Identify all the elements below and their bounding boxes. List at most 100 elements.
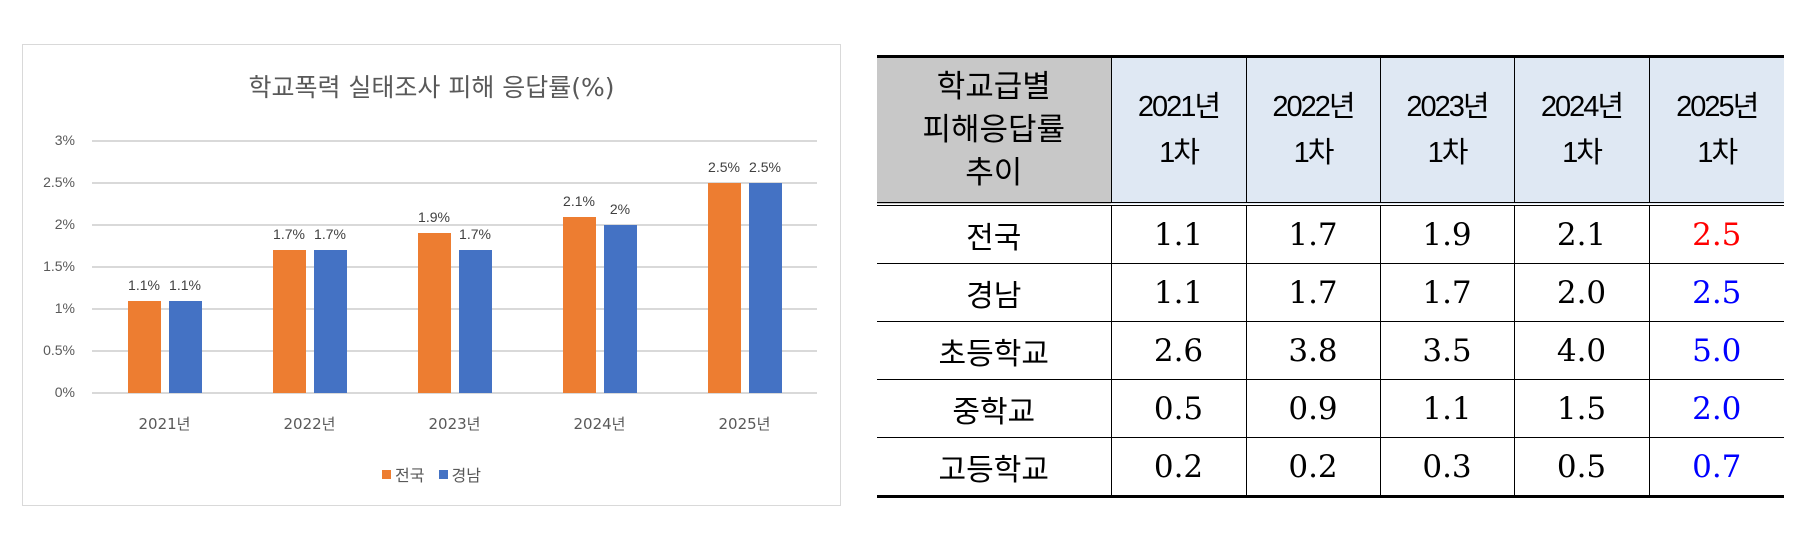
legend-label: 전국 xyxy=(395,466,425,485)
table-cell: 0.3 xyxy=(1379,437,1515,498)
bar-nationwide xyxy=(272,250,306,393)
table-cell-highlight: 5.0 xyxy=(1648,321,1784,380)
y-axis-tick-label: 1% xyxy=(54,300,75,316)
x-axis-tick-label: 2024년 xyxy=(573,415,626,433)
table-cell-highlight: 2.5 xyxy=(1648,204,1784,264)
row-label: 전국 xyxy=(877,204,1112,264)
header-year: 2023년 xyxy=(1406,91,1489,123)
table-cell: 1.7 xyxy=(1379,263,1515,322)
table-cell: 2.6 xyxy=(1110,321,1247,380)
header-round: 1차 xyxy=(1562,137,1603,169)
header-year: 2021년 xyxy=(1137,91,1221,123)
table-cell: 0.5 xyxy=(1110,379,1247,438)
data-label: 1.9% xyxy=(418,209,450,226)
table-header-row: 학교급별 피해응답률 추이 2021년 1차 2022년 1차 2023년 1차 20… xyxy=(877,56,1784,206)
header-year: 2022년 xyxy=(1272,91,1355,123)
bar-gyeongnam xyxy=(458,250,492,393)
table-cell-highlight: 2.5 xyxy=(1648,263,1784,322)
gridline xyxy=(92,182,817,184)
legend-item-nationwide: 전국 xyxy=(382,462,425,486)
gridline xyxy=(92,350,817,352)
y-axis-tick-label: 2.5% xyxy=(43,174,75,190)
gridline xyxy=(92,224,817,226)
corner-header-line: 피해응답률 xyxy=(922,111,1066,148)
y-axis-tick-label: 3% xyxy=(54,132,75,148)
data-label: 1.7% xyxy=(314,226,346,243)
column-header-2023: 2023년 1차 xyxy=(1379,56,1515,206)
data-label: 1.7% xyxy=(273,226,305,243)
bar-gyeongnam xyxy=(168,300,202,393)
x-axis-tick-label: 2023년 xyxy=(428,415,481,433)
table-cell: 0.5 xyxy=(1513,437,1650,498)
row-label: 중학교 xyxy=(877,379,1112,438)
table-row: 초등학교 2.6 3.8 3.5 4.0 5.0 xyxy=(877,321,1784,380)
bar-nationwide xyxy=(417,233,451,393)
table-cell: 0.2 xyxy=(1110,437,1247,498)
bar-nationwide xyxy=(127,300,161,393)
bar-nationwide xyxy=(707,183,741,393)
bar-gyeongnam xyxy=(603,225,637,393)
table-cell: 1.7 xyxy=(1245,263,1381,322)
column-header-2025: 2025년 1차 xyxy=(1648,56,1784,206)
x-axis-tick-label: 2021년 xyxy=(138,415,191,433)
gridline xyxy=(92,308,817,310)
y-axis-tick-label: 1.5% xyxy=(43,258,75,274)
table-cell: 1.1 xyxy=(1379,379,1515,438)
table-row: 전국 1.1 1.7 1.9 2.1 2.5 xyxy=(877,204,1784,264)
corner-header-line: 추이 xyxy=(965,154,1023,191)
header-year: 2024년 xyxy=(1540,91,1624,123)
table-cell: 3.5 xyxy=(1379,321,1515,380)
legend-label: 경남 xyxy=(451,466,481,485)
table-cell: 4.0 xyxy=(1513,321,1650,380)
header-round: 1차 xyxy=(1697,137,1738,169)
table-cell-highlight: 0.7 xyxy=(1648,437,1784,498)
bar-gyeongnam xyxy=(748,183,782,393)
header-round: 1차 xyxy=(1293,137,1335,169)
data-label: 1.1% xyxy=(128,276,160,293)
table-cell: 2.1 xyxy=(1513,204,1650,264)
table-cell: 1.5 xyxy=(1513,379,1650,438)
column-header-2024: 2024년 1차 xyxy=(1513,56,1650,206)
corner-header: 학교급별 피해응답률 추이 xyxy=(877,56,1112,206)
header-round: 1차 xyxy=(1427,137,1469,169)
victim-rate-table: 학교급별 피해응답률 추이 2021년 1차 2022년 1차 2023년 1차 20… xyxy=(877,55,1784,498)
gridline xyxy=(92,266,817,268)
header-round: 1차 xyxy=(1159,137,1200,169)
column-header-2022: 2022년 1차 xyxy=(1245,56,1381,206)
table-cell: 0.9 xyxy=(1245,379,1381,438)
table-row: 고등학교 0.2 0.2 0.3 0.5 0.7 xyxy=(877,437,1784,498)
table-cell: 3.8 xyxy=(1245,321,1381,380)
x-axis-tick-label: 2022년 xyxy=(283,415,336,433)
chart-legend: 전국 경남 xyxy=(22,462,841,486)
x-axis-tick-label: 2025년 xyxy=(718,415,771,433)
y-axis-tick-label: 0% xyxy=(54,384,75,400)
corner-header-line: 학교급별 xyxy=(936,68,1051,105)
table-cell: 1.1 xyxy=(1110,204,1247,264)
data-label: 1.7% xyxy=(459,226,491,243)
row-label: 초등학교 xyxy=(877,321,1112,380)
gridline xyxy=(92,140,817,142)
data-label: 2% xyxy=(609,201,631,217)
column-header-2021: 2021년 1차 xyxy=(1110,56,1247,206)
row-label: 고등학교 xyxy=(877,437,1112,498)
y-axis-tick-label: 2% xyxy=(54,216,75,232)
bar-nationwide xyxy=(562,216,596,393)
bar-gyeongnam xyxy=(313,250,347,393)
legend-swatch-orange xyxy=(382,469,392,479)
table-cell-highlight: 2.0 xyxy=(1648,379,1784,438)
table-row: 중학교 0.5 0.9 1.1 1.5 2.0 xyxy=(877,379,1784,438)
table-row: 경남 1.1 1.7 1.7 2.0 2.5 xyxy=(877,263,1784,322)
table-cell: 2.0 xyxy=(1513,263,1650,322)
table-cell: 1.1 xyxy=(1110,263,1247,322)
data-label: 2.5% xyxy=(708,159,740,175)
legend-item-gyeongnam: 경남 xyxy=(438,462,481,486)
header-year: 2025년 xyxy=(1676,91,1759,123)
legend-swatch-blue xyxy=(438,469,448,479)
table-cell: 1.9 xyxy=(1379,204,1515,264)
table-cell: 1.7 xyxy=(1245,204,1381,264)
chart-title: 학교폭력 실태조사 피해 응답률(%) xyxy=(248,73,615,102)
data-label: 2.5% xyxy=(749,159,781,175)
y-axis-tick-label: 0.5% xyxy=(43,342,75,358)
gridline xyxy=(92,392,817,394)
data-label: 1.1% xyxy=(169,276,201,293)
